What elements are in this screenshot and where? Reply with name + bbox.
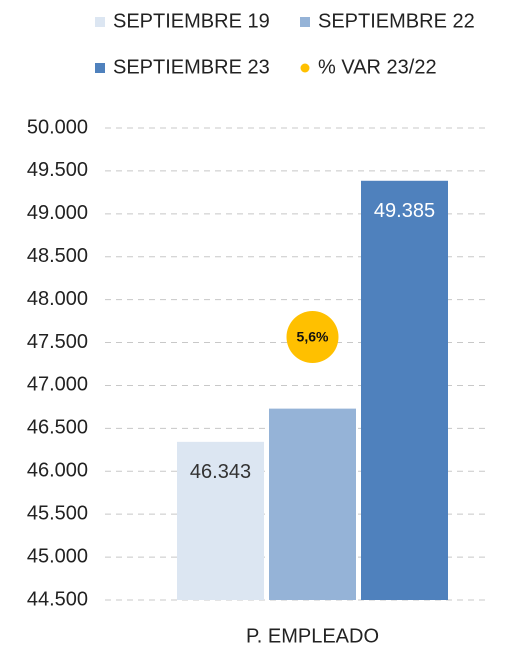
y-tick-label: 49.000 (27, 202, 88, 224)
bar (361, 180, 448, 600)
y-tick-label: 50.000 (27, 116, 88, 138)
y-tick-label: 45.500 (27, 502, 88, 524)
y-tick-label: 47.500 (27, 331, 88, 353)
legend-marker (95, 17, 105, 27)
legend-marker (300, 63, 310, 73)
y-tick-label: 47.000 (27, 374, 88, 396)
y-tick-label: 49.500 (27, 159, 88, 181)
legend-label: SEPTIEMBRE 19 (113, 10, 270, 32)
value-label: 46.343 (190, 461, 251, 483)
legend-label: SEPTIEMBRE 22 (318, 10, 475, 32)
variation-marker (286, 311, 339, 363)
y-tick-label: 48.500 (27, 245, 88, 267)
value-label: 49.385 (374, 200, 435, 222)
bar (177, 441, 264, 600)
bar (269, 408, 356, 600)
y-tick-label: 46.000 (27, 460, 88, 482)
legend-marker (300, 17, 310, 27)
legend-label: SEPTIEMBRE 23 (113, 56, 270, 78)
variation-label: 5,6% (297, 329, 329, 345)
y-tick-label: 44.500 (27, 588, 88, 610)
legend-marker (95, 63, 105, 73)
y-tick-label: 48.000 (27, 288, 88, 310)
y-tick-label: 46.500 (27, 417, 88, 439)
y-tick-label: 45.000 (27, 545, 88, 567)
legend-label: % VAR 23/22 (318, 56, 437, 78)
x-tick-label: P. EMPLEADO (246, 625, 379, 646)
